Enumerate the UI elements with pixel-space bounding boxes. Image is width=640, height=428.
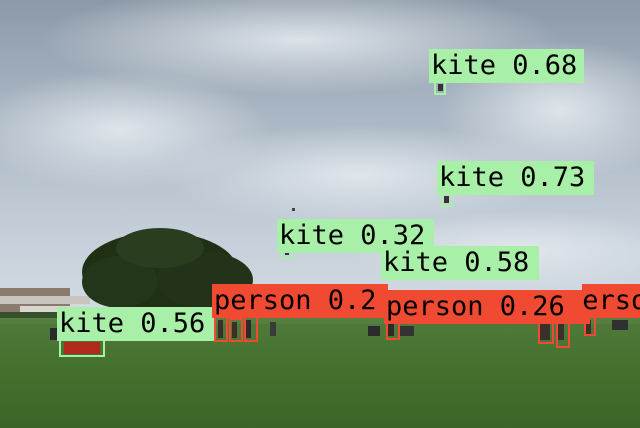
person-box [229,318,243,342]
sky-kite [292,208,295,211]
person-label: perso [582,284,640,318]
person-box [244,316,258,342]
sky-kite [444,196,449,203]
person-label: person 0.26 [384,290,590,324]
kite-label: kite 0.58 [381,246,539,280]
sky-kite [438,84,443,91]
person-box [214,316,228,342]
field-figures [50,320,628,340]
kite-label: kite 0.73 [437,161,594,195]
kite-label: kite 0.56 [57,307,214,341]
person-label: person 0.2 [212,284,388,318]
building [0,296,90,304]
ground-kite [64,342,100,354]
cloud [160,125,560,225]
kite-label: kite 0.68 [429,49,584,83]
kite-box [434,81,446,95]
kite-box [440,193,453,207]
